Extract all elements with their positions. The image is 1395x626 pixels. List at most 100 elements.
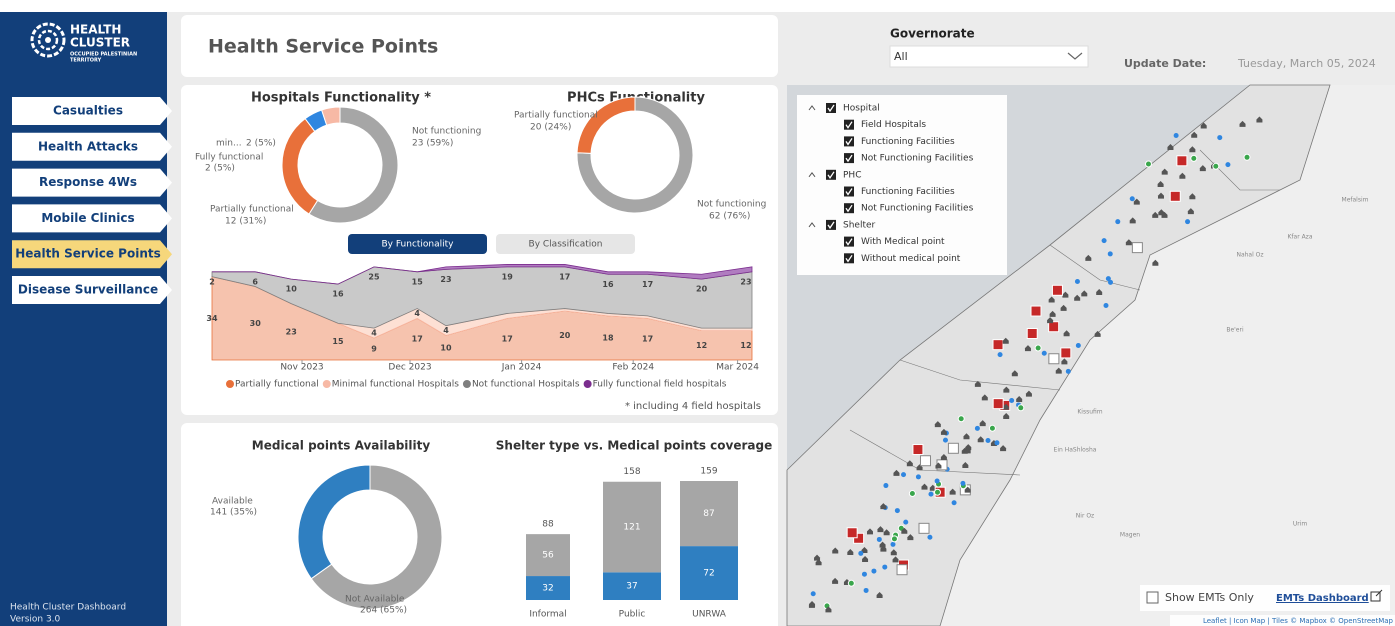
shelter-icon xyxy=(1025,390,1032,397)
shelter-icon xyxy=(1060,304,1067,311)
nav-label[interactable]: Casualties xyxy=(53,104,123,118)
nav-button[interactable] xyxy=(12,204,172,233)
area-label: 17 xyxy=(642,280,653,289)
shelter-icon xyxy=(963,433,970,440)
point-icon xyxy=(960,480,966,486)
nav-button[interactable] xyxy=(12,97,172,125)
legend-swatch xyxy=(322,380,331,388)
slice-name: Not Available xyxy=(345,595,405,605)
shelter-icon xyxy=(901,527,908,534)
legend-checkbox[interactable] xyxy=(844,203,854,214)
nav-label[interactable]: Health Attacks xyxy=(38,139,138,153)
point-icon xyxy=(934,478,940,484)
x-tick-label: Informal xyxy=(529,610,566,620)
shelter-icon xyxy=(940,453,947,460)
point-icon xyxy=(901,472,907,478)
tab[interactable] xyxy=(348,234,487,254)
phc-icon xyxy=(847,579,855,587)
legend-checkbox[interactable] xyxy=(844,236,854,247)
hospital-icon xyxy=(1026,328,1038,340)
donut-slice xyxy=(576,96,694,214)
nav-label[interactable]: Mobile Clinics xyxy=(41,211,134,225)
emt-checkbox[interactable] xyxy=(1146,591,1159,604)
area-label: 30 xyxy=(250,319,262,328)
slice-value: 12 (31%) xyxy=(225,217,266,227)
nav-button[interactable] xyxy=(12,168,172,197)
nav-button[interactable] xyxy=(12,240,172,269)
shelter-icon xyxy=(1191,131,1198,138)
bar-value: 87 xyxy=(703,509,714,519)
nav-button[interactable] xyxy=(12,132,172,161)
shelter-icon xyxy=(1239,120,1246,127)
shelter-icon xyxy=(964,486,971,493)
shelter-icon xyxy=(1189,146,1196,153)
bar-segment xyxy=(526,534,570,577)
legend-checkbox[interactable] xyxy=(826,219,836,230)
shelter-icon xyxy=(1063,330,1070,337)
check xyxy=(827,104,835,113)
place-label: Magen xyxy=(1120,532,1140,539)
legend-checkbox[interactable] xyxy=(844,136,854,147)
legend-item: Field Hospitals xyxy=(861,120,926,130)
x-tick-label: Nov 2023 xyxy=(280,363,323,373)
shelter-icon xyxy=(1167,143,1174,150)
logo-text: TERRITORY xyxy=(70,58,102,64)
donut-slice xyxy=(310,464,443,610)
shelter-icon xyxy=(1062,291,1069,298)
bar-segment xyxy=(603,481,661,573)
area-label: 25 xyxy=(368,272,380,281)
emt-toggle[interactable]: Show EMTs Only xyxy=(1165,591,1254,604)
chart-title: Shelter type vs. Medical points coverage xyxy=(496,439,772,453)
shelter-icon xyxy=(1002,337,1009,344)
legend-checkbox[interactable] xyxy=(844,253,854,264)
legend-label: Fully functional field hospitals xyxy=(593,380,727,390)
legend-checkbox[interactable] xyxy=(844,186,854,197)
point-icon xyxy=(985,437,991,443)
external-link-icon xyxy=(1370,589,1383,602)
map-legend xyxy=(797,95,1007,275)
point-icon xyxy=(994,440,1000,446)
legend-checkbox[interactable] xyxy=(826,169,836,180)
map-markers xyxy=(808,116,1263,613)
shelter-icon xyxy=(1016,395,1023,402)
shelter-icon xyxy=(1003,413,1010,420)
boundary xyxy=(899,359,1061,391)
phc-icon xyxy=(1144,160,1152,168)
phc-icon xyxy=(1034,344,1042,352)
chart-title: Medical points Availability xyxy=(252,439,431,453)
point-icon xyxy=(858,550,864,556)
area-label: 19 xyxy=(502,272,514,281)
nav-button[interactable] xyxy=(12,276,172,304)
logo-text: OCCUPIED PALESTINIAN xyxy=(70,52,137,58)
caret xyxy=(808,105,816,111)
legend-checkbox[interactable] xyxy=(826,103,836,113)
legend-item: Functioning Facilities xyxy=(861,137,955,147)
tab[interactable] xyxy=(496,234,635,254)
slice-value: 20 (24%) xyxy=(530,123,571,133)
slice-value: 2 (5%) xyxy=(246,139,276,149)
map-attribution[interactable]: Leaflet | Icon Map | Tiles © Mapbox © Op… xyxy=(1203,617,1394,625)
point-icon xyxy=(1105,276,1111,282)
donut-slice xyxy=(297,464,371,580)
point-icon xyxy=(1107,251,1113,257)
legend-item: Functioning Facilities xyxy=(861,187,955,197)
shelter-icon xyxy=(876,591,883,598)
filter-dropdown[interactable] xyxy=(889,45,1089,68)
hospital-icon xyxy=(1051,284,1063,296)
nav-label[interactable]: Health Service Points xyxy=(15,247,161,261)
nav-label[interactable]: Disease Surveillance xyxy=(18,283,158,297)
legend-item: Not Functioning Facilities xyxy=(861,204,974,214)
legend-item: Not Functioning Facilities xyxy=(861,154,974,164)
emt-link[interactable]: EMTs Dashboard xyxy=(1276,593,1369,604)
tab-label[interactable]: By Functionality xyxy=(381,240,454,250)
tab-label[interactable]: By Classification xyxy=(529,240,603,250)
hospital-icon xyxy=(896,564,908,576)
legend-checkbox[interactable] xyxy=(844,119,854,130)
legend-checkbox[interactable] xyxy=(844,153,854,164)
legend-group: PHC xyxy=(843,170,861,180)
shelter-icon xyxy=(1085,254,1092,261)
shelter-icon xyxy=(1094,330,1101,337)
shelter-icon xyxy=(1158,209,1165,216)
nav-label[interactable]: Response 4Ws xyxy=(39,175,137,189)
